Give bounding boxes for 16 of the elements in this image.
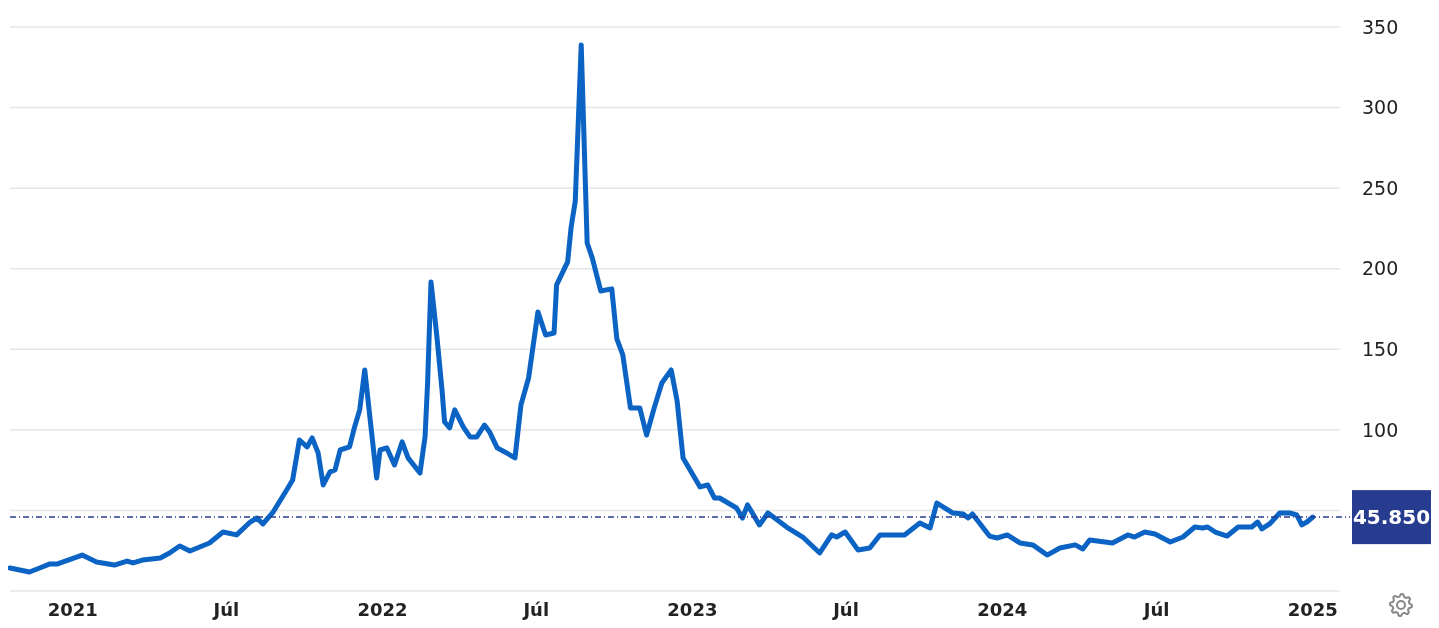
y-tick-label: 300 bbox=[1362, 96, 1399, 119]
y-tick-label: 200 bbox=[1362, 257, 1399, 280]
x-tick-label: Júl bbox=[1141, 599, 1170, 620]
x-tick-label: 2021 bbox=[47, 599, 98, 620]
x-tick-label: Júl bbox=[831, 599, 859, 620]
y-tick-label: 350 bbox=[1362, 15, 1399, 38]
x-tick-label: 2025 bbox=[1287, 599, 1338, 620]
y-tick-label: 150 bbox=[1362, 337, 1399, 360]
y-tick-label: 100 bbox=[1362, 418, 1399, 441]
y-tick-label: 250 bbox=[1362, 176, 1399, 199]
x-tick-label: 2022 bbox=[357, 599, 408, 620]
x-tick-label: Júl bbox=[521, 599, 550, 620]
x-tick-label: 2023 bbox=[667, 599, 718, 620]
ref-line-label: 45.850 bbox=[1352, 505, 1431, 530]
x-tick-label: 2024 bbox=[977, 599, 1028, 620]
x-tick-label: Júl bbox=[211, 599, 240, 620]
